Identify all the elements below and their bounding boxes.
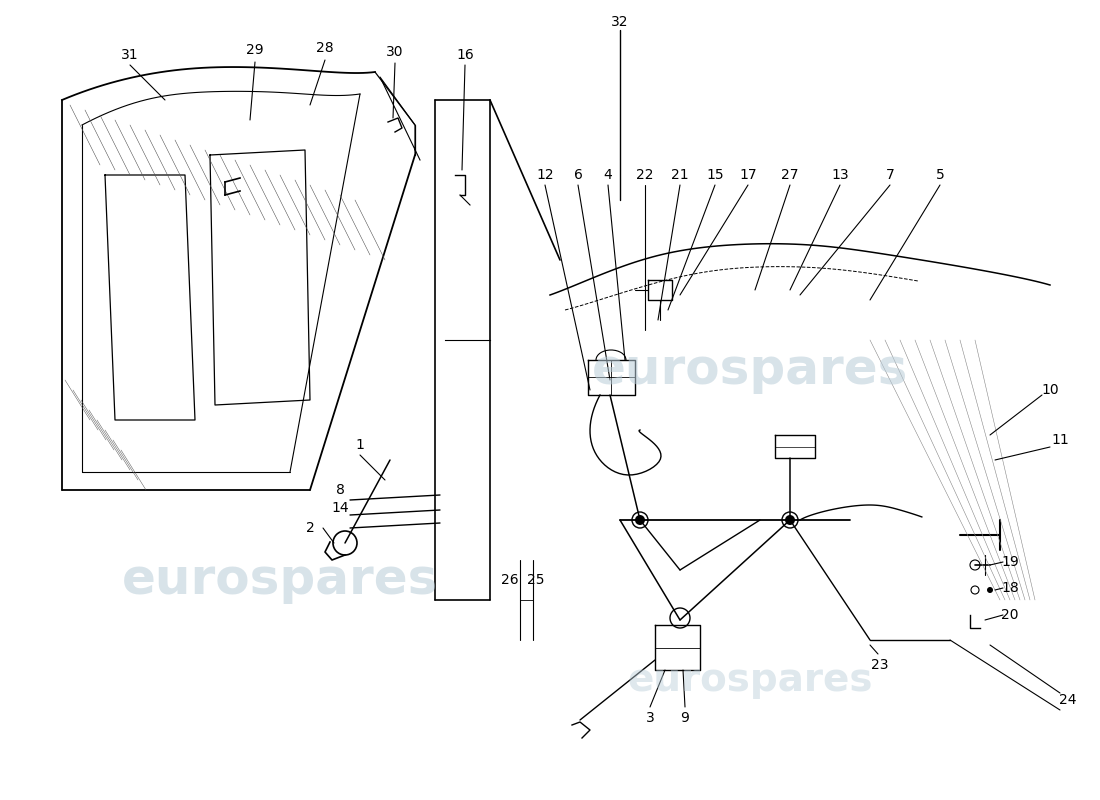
Text: 24: 24 <box>1059 693 1077 707</box>
Text: 11: 11 <box>1052 433 1069 447</box>
Circle shape <box>987 587 993 593</box>
Text: eurospares: eurospares <box>627 661 872 699</box>
Circle shape <box>635 515 645 525</box>
Text: 19: 19 <box>1001 555 1019 569</box>
Text: 1: 1 <box>355 438 364 452</box>
Text: 8: 8 <box>336 483 344 497</box>
Text: 29: 29 <box>246 43 264 57</box>
Text: 10: 10 <box>1042 383 1059 397</box>
Text: 17: 17 <box>739 168 757 182</box>
Text: 23: 23 <box>871 658 889 672</box>
Text: 16: 16 <box>456 48 474 62</box>
Text: 27: 27 <box>781 168 799 182</box>
Text: 25: 25 <box>527 573 544 587</box>
Text: 22: 22 <box>636 168 653 182</box>
Text: 13: 13 <box>832 168 849 182</box>
Text: 28: 28 <box>316 41 333 55</box>
Text: 18: 18 <box>1001 581 1019 595</box>
Text: 21: 21 <box>671 168 689 182</box>
Text: 6: 6 <box>573 168 582 182</box>
Text: 12: 12 <box>536 168 553 182</box>
Text: 32: 32 <box>612 15 629 29</box>
Text: 9: 9 <box>681 711 690 725</box>
Text: 7: 7 <box>886 168 894 182</box>
Text: 15: 15 <box>706 168 724 182</box>
Text: 26: 26 <box>502 573 519 587</box>
Text: 20: 20 <box>1001 608 1019 622</box>
Text: eurospares: eurospares <box>122 556 438 604</box>
Text: 2: 2 <box>306 521 315 535</box>
Text: 14: 14 <box>331 501 349 515</box>
Text: 31: 31 <box>121 48 139 62</box>
Text: 3: 3 <box>646 711 654 725</box>
Text: 30: 30 <box>386 45 404 59</box>
Circle shape <box>785 515 795 525</box>
Text: 4: 4 <box>604 168 613 182</box>
Text: eurospares: eurospares <box>592 346 909 394</box>
Text: 5: 5 <box>936 168 945 182</box>
